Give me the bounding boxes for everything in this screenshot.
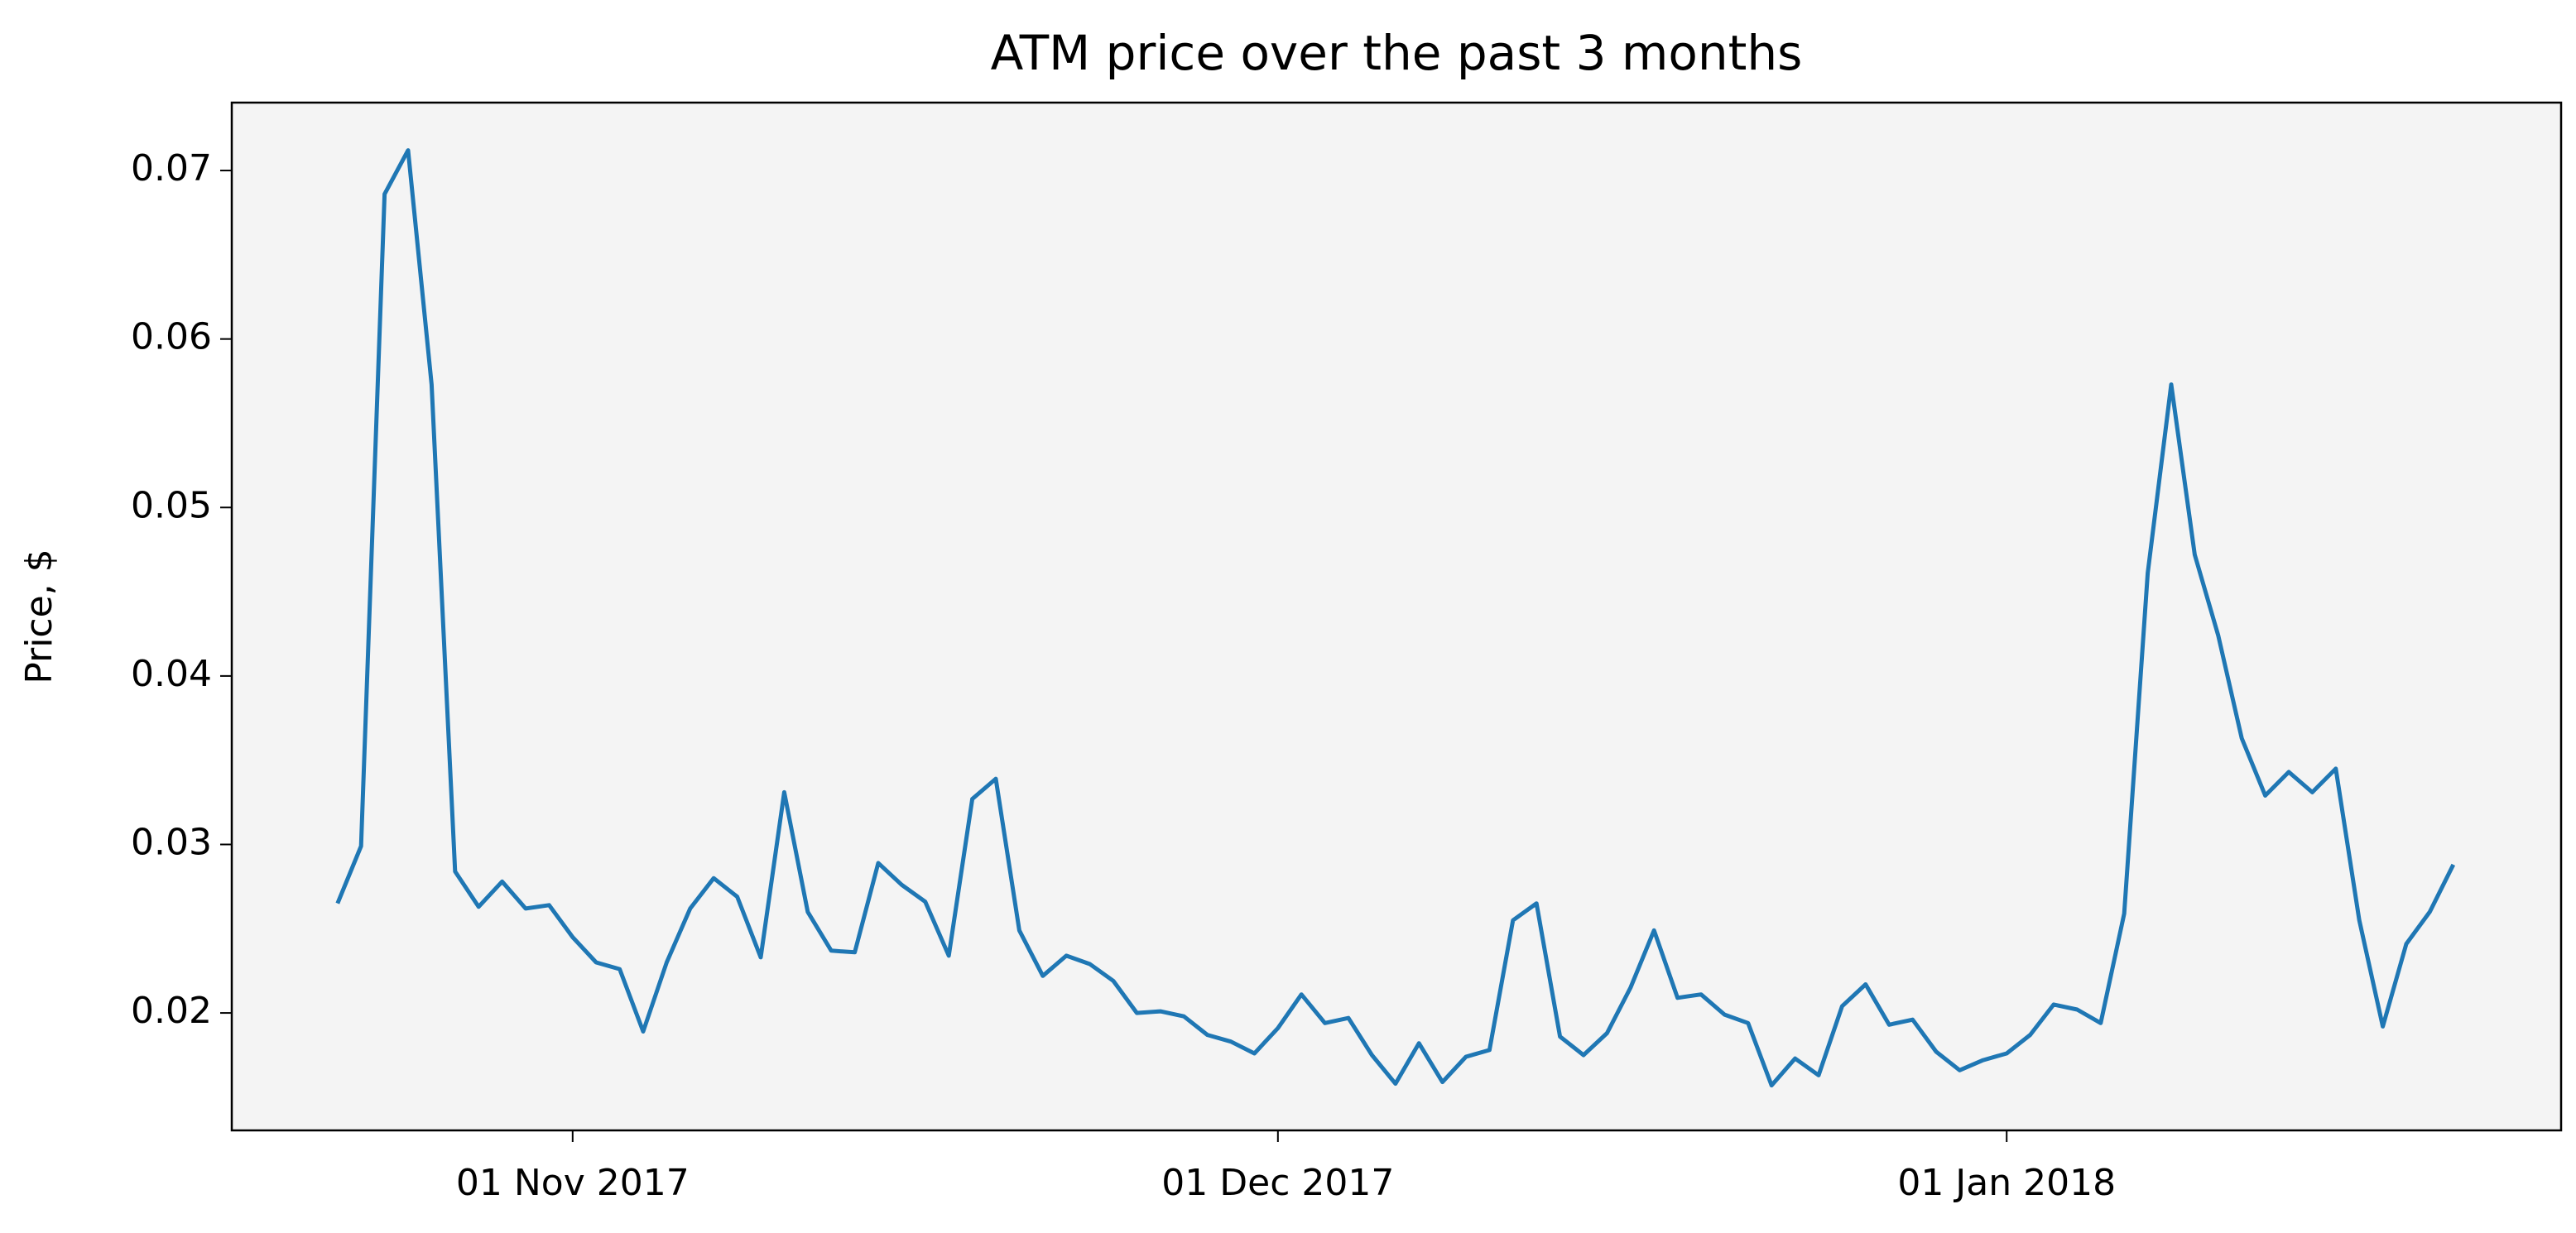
chart-title: ATM price over the past 3 months [991, 25, 1803, 81]
y-tick-label: 0.06 [131, 316, 212, 358]
y-tick-label: 0.04 [131, 653, 212, 695]
y-tick-label: 0.05 [131, 484, 212, 526]
y-tick-label: 0.03 [131, 821, 212, 863]
y-tick-label: 0.02 [131, 990, 212, 1032]
y-tick-label: 0.07 [131, 147, 212, 190]
y-axis-label: Price, $ [18, 549, 60, 684]
plot-frame [230, 101, 2563, 1132]
x-tick-label: 01 Dec 2017 [1161, 1162, 1394, 1204]
x-tick-label: 01 Jan 2018 [1897, 1162, 2116, 1204]
plot-background [232, 103, 2561, 1130]
x-tick-label: 01 Nov 2017 [456, 1162, 690, 1204]
line [335, 148, 2456, 1088]
